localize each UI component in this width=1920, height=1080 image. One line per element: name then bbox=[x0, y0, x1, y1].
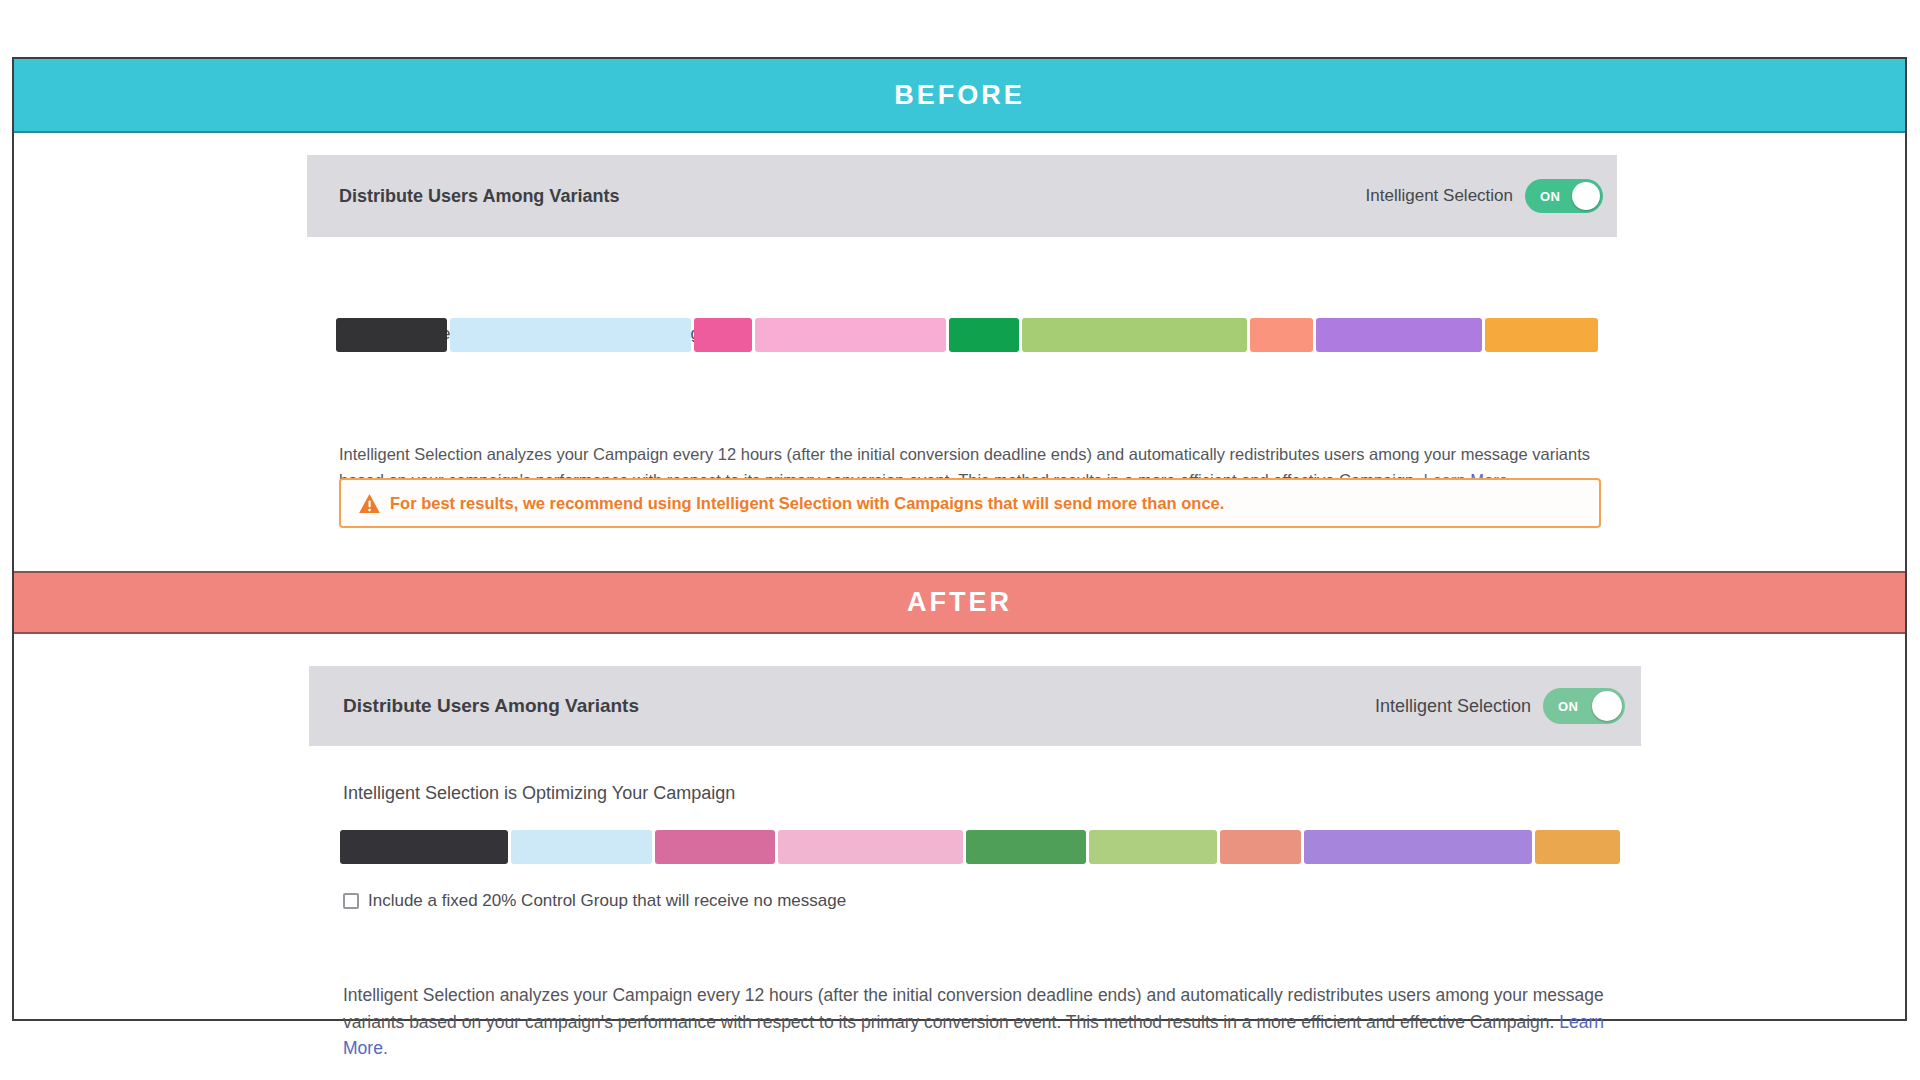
toggle-knob bbox=[1592, 691, 1622, 721]
comparison-frame: BEFORE Distribute Users Among Variants I… bbox=[12, 57, 1907, 1021]
variant-dark bbox=[340, 830, 508, 864]
variant-orange bbox=[1485, 318, 1598, 352]
after-banner-label: AFTER bbox=[907, 587, 1012, 618]
control-group-row: Include a fixed 20% Control Group that w… bbox=[343, 891, 846, 911]
before-warning-text: For best results, we recommend using Int… bbox=[390, 494, 1224, 513]
toggle-on-label: ON bbox=[1540, 189, 1561, 204]
before-toggle-group: Intelligent Selection ON bbox=[1366, 179, 1603, 213]
variant-magenta bbox=[694, 318, 752, 352]
variant-purple bbox=[1304, 830, 1532, 864]
after-variant-distribution-bar bbox=[340, 830, 1620, 864]
variant-lightgreen bbox=[1089, 830, 1218, 864]
before-warning-box: For best results, we recommend using Int… bbox=[339, 478, 1601, 528]
variant-lightgreen bbox=[1022, 318, 1247, 352]
variant-purple bbox=[1316, 318, 1483, 352]
after-banner: AFTER bbox=[14, 571, 1905, 634]
warning-triangle-icon bbox=[359, 494, 380, 513]
after-learn-more-period: . bbox=[383, 1038, 388, 1058]
before-banner: BEFORE bbox=[14, 59, 1905, 133]
variant-lightblue bbox=[511, 830, 653, 864]
variant-orange bbox=[1535, 830, 1620, 864]
toggle-knob bbox=[1572, 182, 1600, 210]
variant-salmon bbox=[1220, 830, 1300, 864]
variant-green bbox=[949, 318, 1019, 352]
after-optimizing-subheading: Intelligent Selection is Optimizing Your… bbox=[343, 783, 735, 804]
toggle-on-label: ON bbox=[1558, 699, 1579, 714]
after-distribute-header: Distribute Users Among Variants Intellig… bbox=[309, 666, 1641, 746]
variant-lightpink bbox=[755, 318, 946, 352]
after-description-text: Intelligent Selection analyzes your Camp… bbox=[343, 985, 1604, 1032]
before-intelligent-selection-toggle[interactable]: ON bbox=[1525, 179, 1603, 213]
before-banner-label: BEFORE bbox=[894, 80, 1025, 111]
after-intelligent-selection-toggle[interactable]: ON bbox=[1543, 688, 1625, 724]
after-section-title: Distribute Users Among Variants bbox=[343, 695, 639, 717]
after-intelligent-selection-label: Intelligent Selection bbox=[1375, 696, 1531, 717]
control-group-checkbox[interactable] bbox=[343, 893, 359, 909]
before-variant-distribution-bar bbox=[336, 318, 1598, 352]
variant-green bbox=[966, 830, 1086, 864]
variant-dark bbox=[336, 318, 447, 352]
variant-darkpink bbox=[655, 830, 775, 864]
before-intelligent-selection-label: Intelligent Selection bbox=[1366, 186, 1513, 206]
before-section-title: Distribute Users Among Variants bbox=[339, 186, 619, 207]
variant-salmon bbox=[1250, 318, 1312, 352]
control-group-label: Include a fixed 20% Control Group that w… bbox=[368, 891, 846, 911]
variant-lightblue bbox=[450, 318, 691, 352]
after-description: Intelligent Selection analyzes your Camp… bbox=[343, 982, 1643, 1062]
variant-lightpink bbox=[778, 830, 963, 864]
after-toggle-group: Intelligent Selection ON bbox=[1375, 688, 1625, 724]
before-distribute-header: Distribute Users Among Variants Intellig… bbox=[307, 155, 1617, 237]
before-after-comparison-page: BEFORE Distribute Users Among Variants I… bbox=[0, 0, 1920, 1080]
